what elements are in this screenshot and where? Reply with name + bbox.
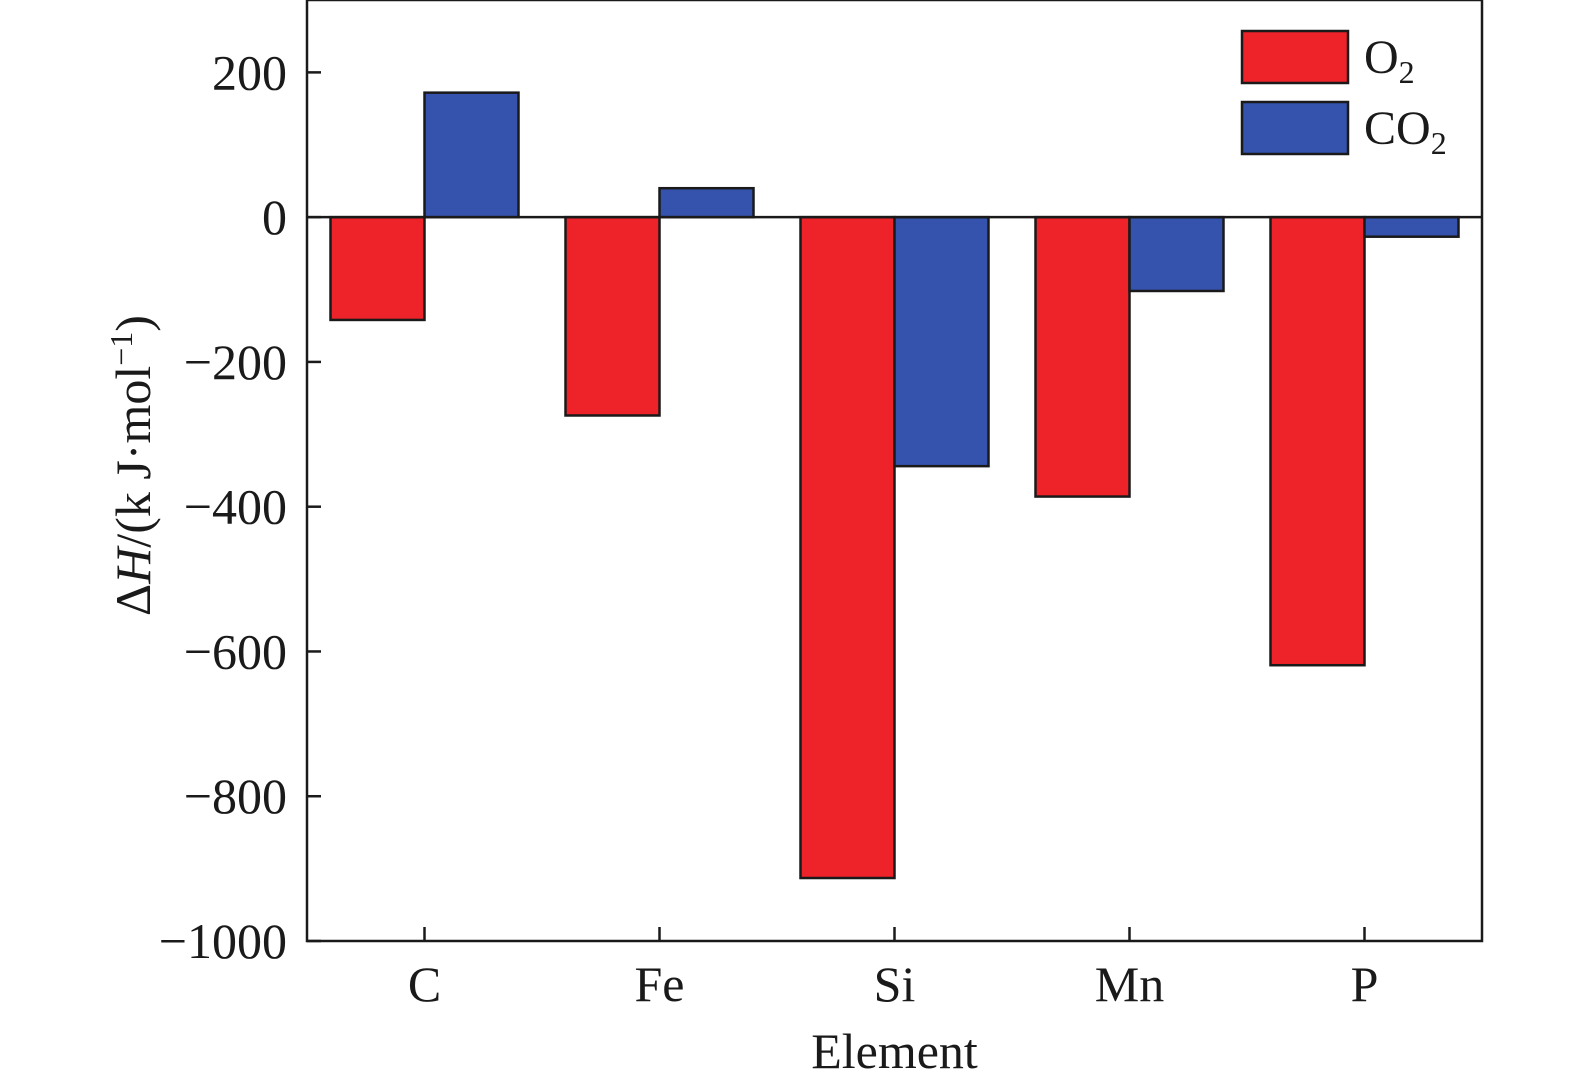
legend-label-o2-sub: 2 <box>1399 54 1415 90</box>
y-axis-title-close: ) <box>105 315 161 332</box>
x-tick-label-fe: Fe <box>635 956 685 1012</box>
legend: O2 CO2 <box>1240 29 1447 161</box>
y-tick-label: 200 <box>212 44 287 100</box>
bar-si-co2 <box>893 215 990 468</box>
legend-label-co2: CO2 <box>1364 102 1447 161</box>
bars-group <box>329 91 1460 880</box>
y-axis-title: ΔH/(k J·mol−1) <box>103 315 161 616</box>
bar-mn-co2 <box>1128 215 1225 293</box>
x-axis-ticks: C Fe Si Mn P <box>408 927 1379 1012</box>
y-tick-label: −200 <box>184 334 287 390</box>
legend-swatch-co2 <box>1240 100 1350 156</box>
legend-label-o2: O2 <box>1364 31 1415 90</box>
y-tick-label: −400 <box>184 479 287 535</box>
x-axis-title: Element <box>811 1023 978 1079</box>
y-axis-ticks: 200 0 −200 −400 −600 −800 −1000 <box>159 44 321 969</box>
bar-fe-o2 <box>564 215 661 417</box>
legend-label-co2-sub: 2 <box>1431 125 1447 161</box>
bar-si-o2 <box>799 215 896 880</box>
bar-p-co2 <box>1363 215 1460 238</box>
x-tick-label-mn: Mn <box>1095 956 1164 1012</box>
y-tick-label: −1000 <box>159 913 287 969</box>
legend-swatch-o2 <box>1240 29 1350 85</box>
y-tick-label: 0 <box>262 189 287 245</box>
y-tick-label: −800 <box>184 768 287 824</box>
y-tick-label: −600 <box>184 623 287 679</box>
y-axis-title-units: /(k J·mol <box>105 366 161 548</box>
y-axis-title-symbol: H <box>105 545 161 585</box>
bar-mn-o2 <box>1034 215 1131 498</box>
bar-p-o2 <box>1269 215 1366 667</box>
legend-label-o2-main: O <box>1364 31 1399 84</box>
y-axis-title-delta: Δ <box>105 584 161 616</box>
x-tick-label-si: Si <box>874 956 916 1012</box>
x-tick-label-p: P <box>1351 956 1379 1012</box>
bar-c-co2 <box>423 91 520 219</box>
bar-fe-co2 <box>658 186 755 219</box>
y-axis-title-exponent: −1 <box>103 332 139 366</box>
legend-label-co2-main: CO <box>1364 102 1431 155</box>
bar-c-o2 <box>329 215 426 322</box>
x-tick-label-c: C <box>408 956 441 1012</box>
